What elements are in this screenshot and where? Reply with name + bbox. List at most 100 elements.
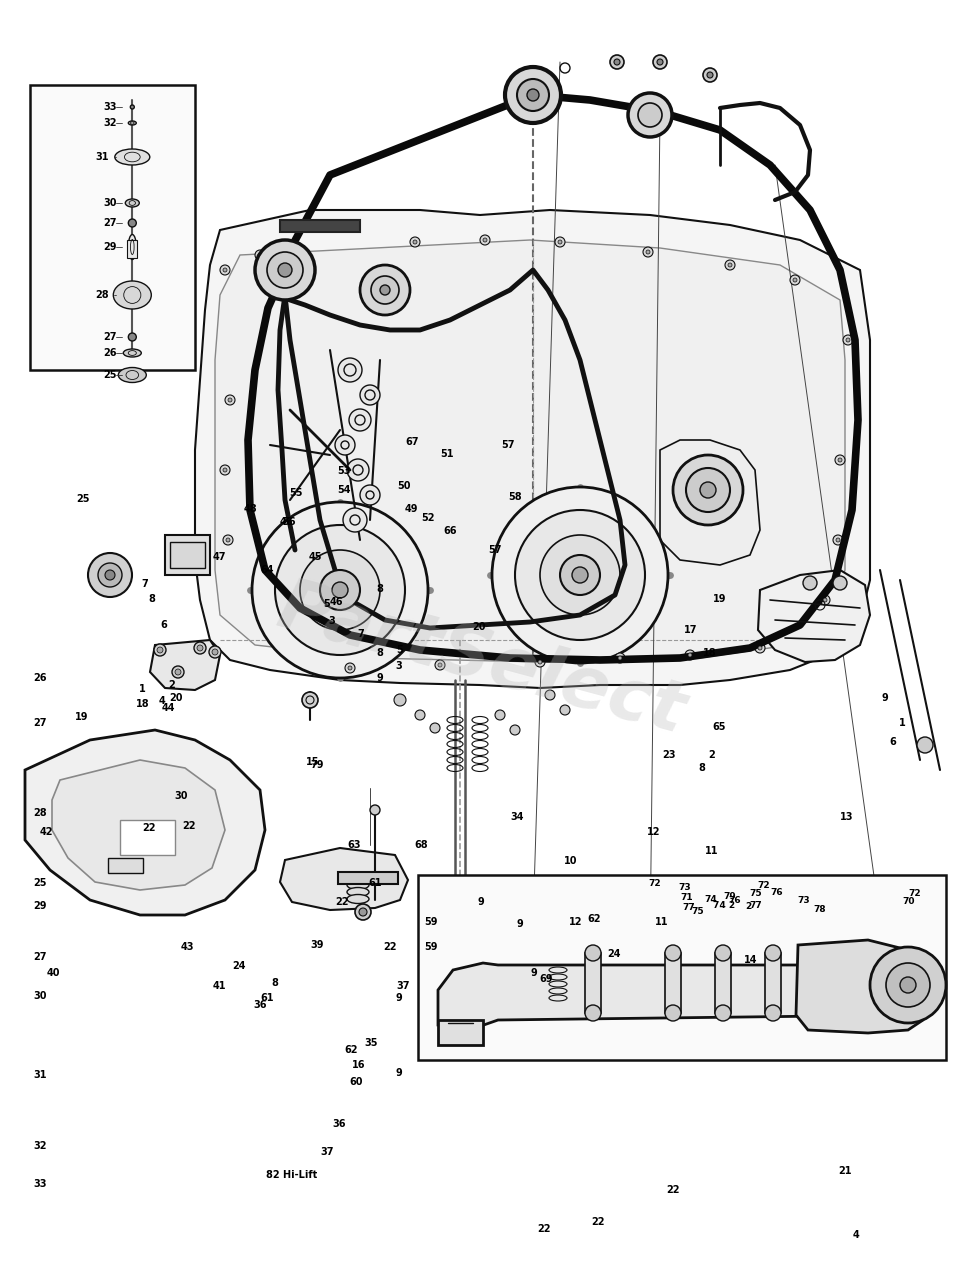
Circle shape <box>337 358 361 381</box>
Circle shape <box>609 55 624 69</box>
Text: 1: 1 <box>898 718 905 728</box>
Bar <box>30 84 195 370</box>
Text: 56: 56 <box>282 517 295 527</box>
Bar <box>170 541 205 568</box>
Circle shape <box>899 977 915 993</box>
Circle shape <box>869 947 945 1023</box>
Circle shape <box>664 1005 680 1021</box>
Circle shape <box>211 649 218 655</box>
Text: 62: 62 <box>344 1044 357 1055</box>
Text: 61: 61 <box>260 993 274 1004</box>
Circle shape <box>98 563 122 588</box>
Circle shape <box>845 338 850 342</box>
Text: 66: 66 <box>443 526 456 536</box>
Text: 9: 9 <box>477 897 484 908</box>
Polygon shape <box>659 440 759 564</box>
Text: 75: 75 <box>691 906 703 915</box>
Circle shape <box>685 468 729 512</box>
Text: 7: 7 <box>357 628 364 639</box>
Circle shape <box>349 410 371 431</box>
Text: 12: 12 <box>647 827 660 837</box>
Bar <box>714 954 730 1012</box>
Polygon shape <box>52 760 225 890</box>
Polygon shape <box>437 1020 482 1044</box>
Text: 22: 22 <box>382 942 396 952</box>
Circle shape <box>832 576 846 590</box>
Polygon shape <box>795 940 922 1033</box>
Text: 43: 43 <box>181 942 194 952</box>
Circle shape <box>302 692 318 708</box>
Circle shape <box>656 59 662 65</box>
Circle shape <box>353 465 362 475</box>
Circle shape <box>823 598 826 602</box>
Circle shape <box>714 945 730 961</box>
Circle shape <box>832 535 842 545</box>
Text: 30: 30 <box>34 991 47 1001</box>
Text: 70: 70 <box>901 897 914 906</box>
Circle shape <box>157 646 162 653</box>
Circle shape <box>727 262 731 268</box>
Circle shape <box>359 385 380 404</box>
Text: 2: 2 <box>744 902 751 911</box>
Text: 35: 35 <box>364 1038 378 1048</box>
Text: 54: 54 <box>337 485 351 495</box>
Circle shape <box>792 278 796 282</box>
Text: 20: 20 <box>472 622 485 632</box>
Text: 10: 10 <box>563 856 577 867</box>
Circle shape <box>516 79 549 111</box>
Ellipse shape <box>113 282 151 308</box>
Ellipse shape <box>347 873 369 882</box>
Circle shape <box>539 535 619 614</box>
Text: 11: 11 <box>704 846 718 856</box>
Ellipse shape <box>128 122 136 125</box>
Circle shape <box>714 1005 730 1021</box>
Text: 62: 62 <box>587 914 601 924</box>
Text: 72: 72 <box>907 890 920 899</box>
Text: 8: 8 <box>271 978 279 988</box>
Text: 28: 28 <box>95 291 109 300</box>
Circle shape <box>764 945 780 961</box>
Text: 24: 24 <box>606 948 620 959</box>
Circle shape <box>255 241 314 300</box>
Circle shape <box>637 102 661 127</box>
Circle shape <box>340 442 349 449</box>
Text: 51: 51 <box>440 449 454 460</box>
Circle shape <box>344 364 356 376</box>
Text: 29: 29 <box>34 901 47 911</box>
Circle shape <box>355 415 364 425</box>
Circle shape <box>343 508 366 532</box>
Text: 59: 59 <box>424 942 437 952</box>
Ellipse shape <box>118 367 146 383</box>
Circle shape <box>278 262 292 276</box>
Circle shape <box>228 398 232 402</box>
Bar <box>120 820 175 855</box>
Circle shape <box>534 657 545 667</box>
Ellipse shape <box>114 148 150 165</box>
Text: 22: 22 <box>591 1217 604 1228</box>
Text: 13: 13 <box>839 812 852 822</box>
Circle shape <box>414 710 425 719</box>
Bar <box>764 954 780 1012</box>
Circle shape <box>409 237 420 247</box>
Text: 55: 55 <box>289 488 303 498</box>
Circle shape <box>572 567 587 582</box>
Text: 72: 72 <box>648 879 660 888</box>
Circle shape <box>172 666 184 678</box>
Circle shape <box>87 553 132 596</box>
Text: 60: 60 <box>349 1076 362 1087</box>
Circle shape <box>482 238 486 242</box>
Circle shape <box>557 241 561 244</box>
Text: 8: 8 <box>376 648 383 658</box>
Text: 3: 3 <box>328 616 335 626</box>
Polygon shape <box>195 210 869 689</box>
Text: 26: 26 <box>34 673 47 684</box>
Circle shape <box>802 576 816 590</box>
Circle shape <box>380 285 389 294</box>
Text: 31: 31 <box>95 152 109 163</box>
Text: 37: 37 <box>320 1147 333 1157</box>
Circle shape <box>365 492 374 499</box>
Text: 9: 9 <box>395 1068 403 1078</box>
Text: 33: 33 <box>34 1179 47 1189</box>
Circle shape <box>842 335 852 346</box>
Text: 48: 48 <box>243 504 257 515</box>
